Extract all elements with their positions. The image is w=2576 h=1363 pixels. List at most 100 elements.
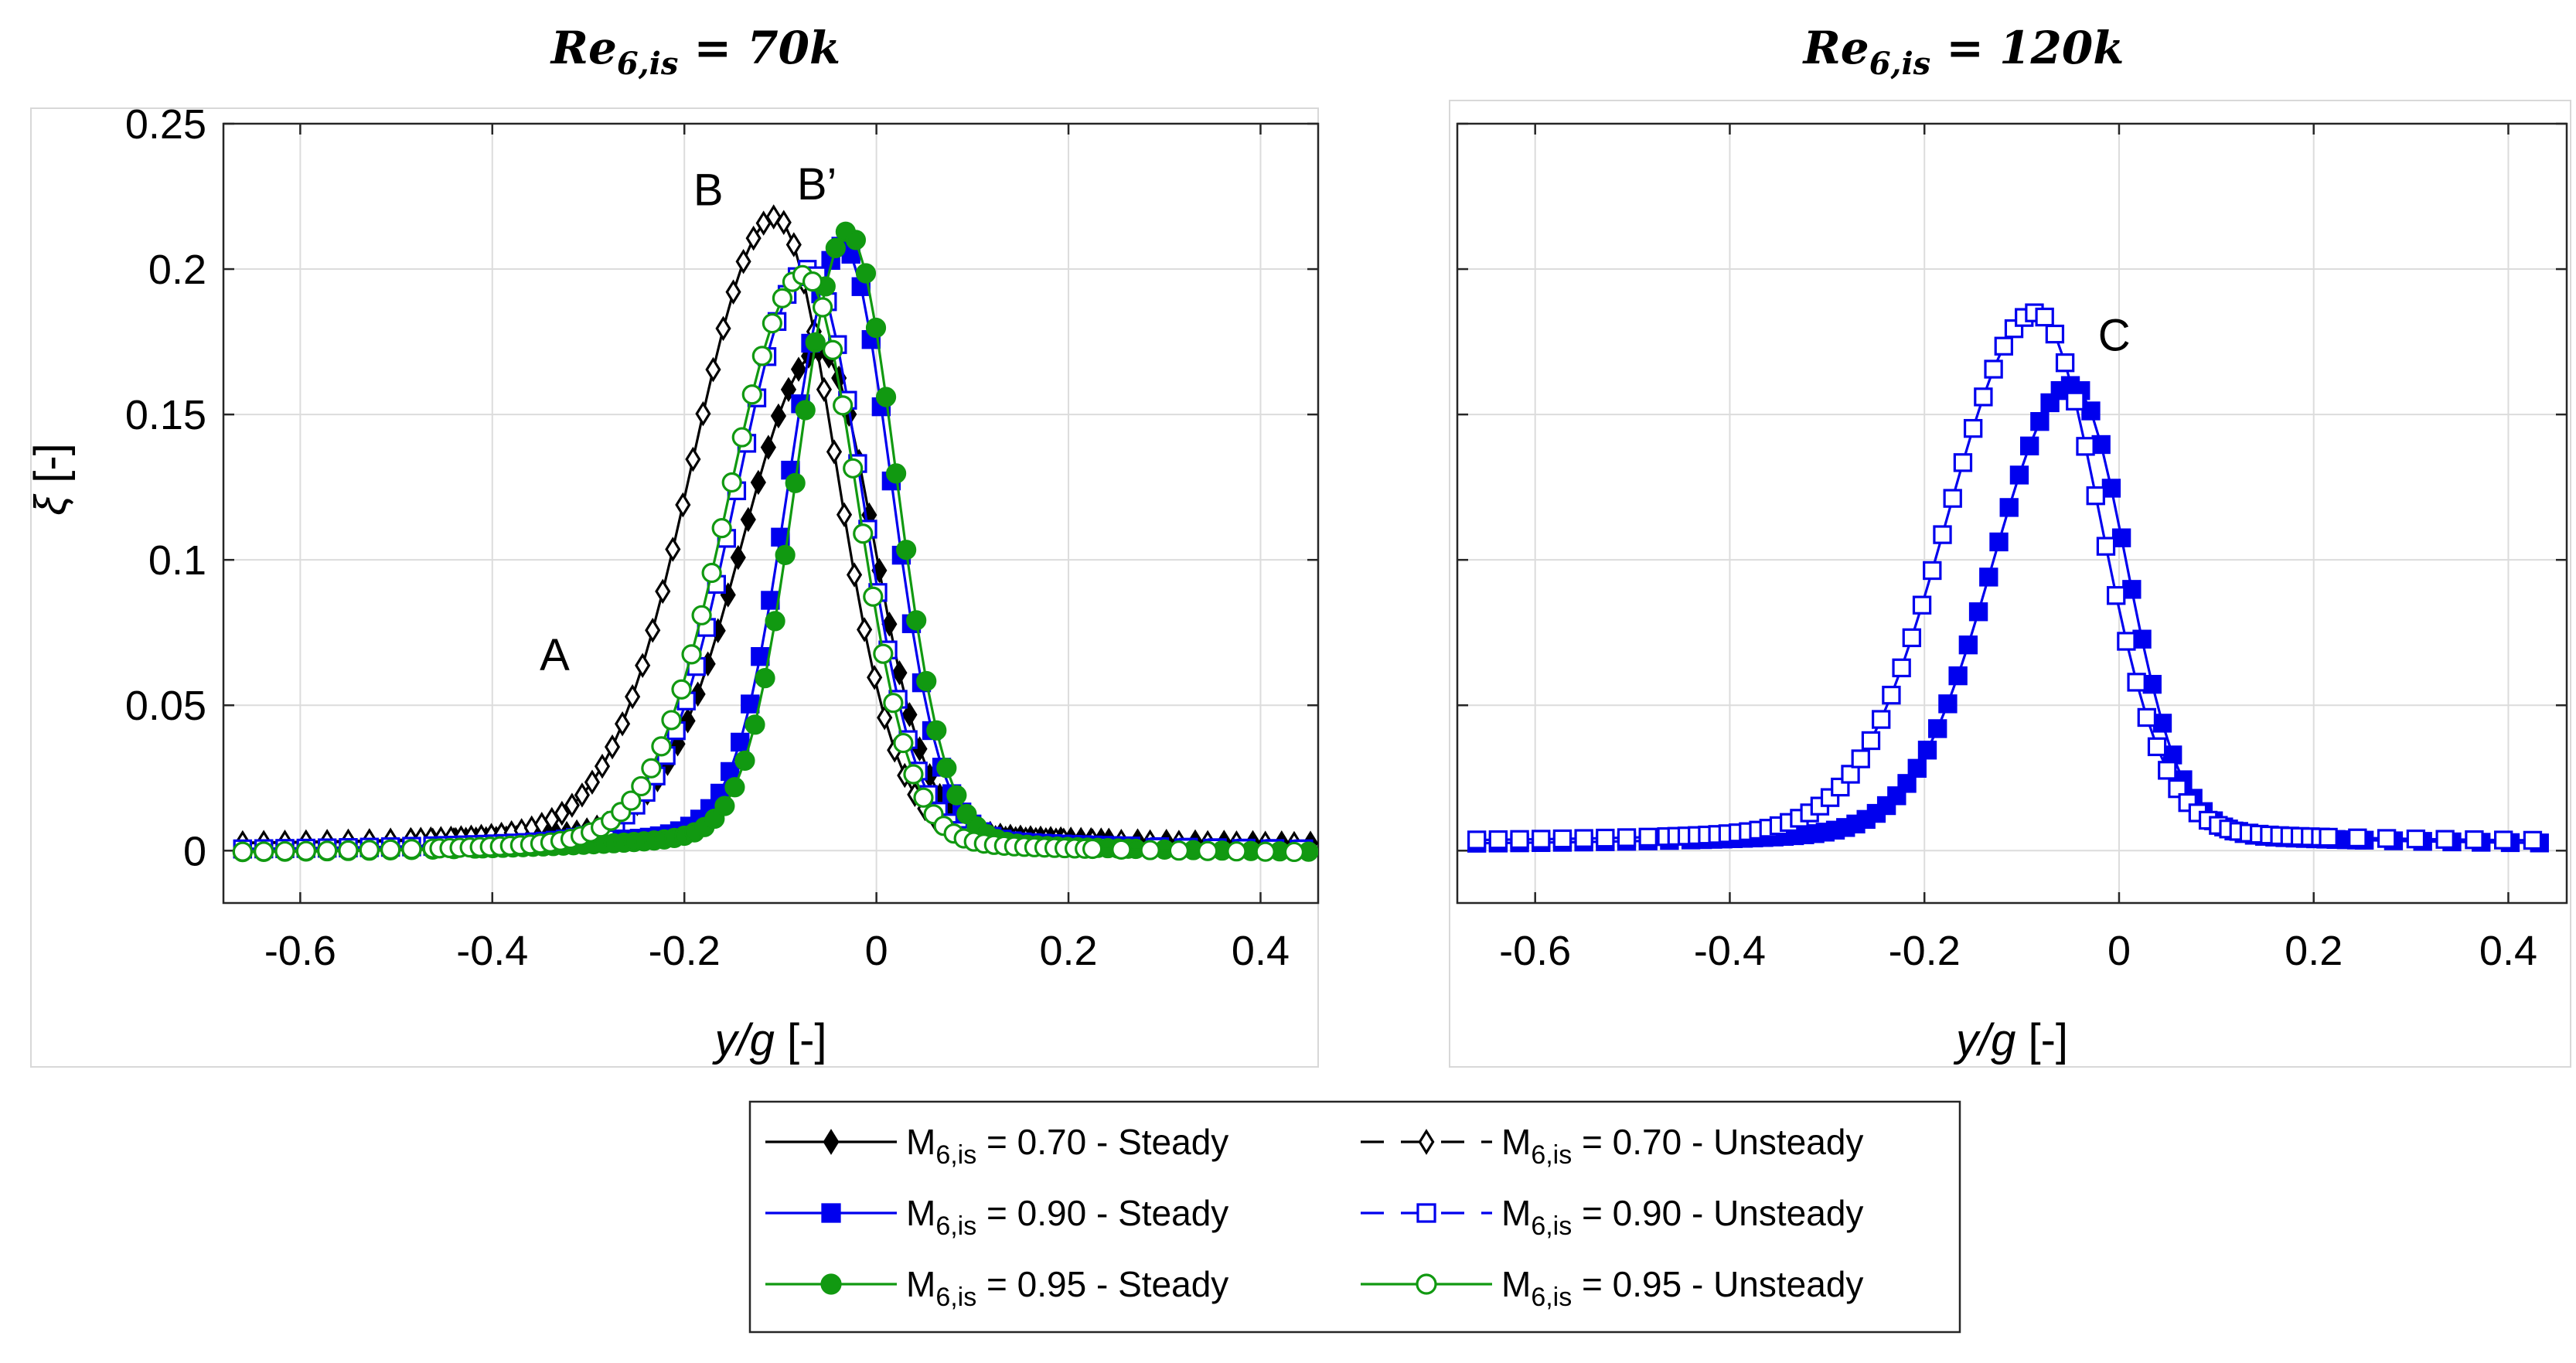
- data-point: [1902, 628, 1922, 648]
- x-tick-label: 0.4: [2479, 928, 2537, 974]
- data-point: [896, 540, 917, 561]
- y-axis-label: ξ [-]: [26, 443, 76, 516]
- series-circle-unsteady: [232, 264, 1305, 863]
- data-point: [845, 230, 867, 250]
- legend-label: M6,is = 0.90 - Steady: [906, 1193, 1228, 1241]
- data-point: [1168, 840, 1189, 861]
- data-point: [711, 518, 732, 539]
- data-point: [1958, 635, 1978, 655]
- data-point: [1617, 828, 1637, 847]
- data-point: [2132, 629, 2152, 649]
- data-point: [883, 693, 904, 714]
- legend-marker: [821, 1203, 841, 1223]
- data-point: [1984, 359, 2003, 379]
- legend-box: [748, 1100, 1961, 1334]
- annotation-B: B: [693, 165, 724, 215]
- data-point: [2122, 580, 2142, 599]
- series-line: [242, 215, 1294, 845]
- legend-marker: [1418, 1129, 1435, 1155]
- data-point: [691, 605, 712, 625]
- legend-label-sub: 6,is: [935, 1283, 976, 1312]
- data-point: [2081, 401, 2101, 421]
- data-point: [1532, 830, 1551, 849]
- y-tick-label: 0.15: [125, 392, 206, 438]
- data-point: [785, 472, 806, 493]
- data-point: [1938, 694, 1958, 714]
- data-point: [2493, 830, 2513, 850]
- data-point: [1510, 830, 1529, 850]
- data-point: [901, 702, 918, 728]
- panel-frame: [1449, 100, 2571, 1068]
- legend-label-pre: M: [906, 1193, 935, 1233]
- legend-label-pre: M: [906, 1264, 935, 1304]
- data-point: [615, 710, 631, 737]
- data-point: [1979, 567, 1998, 587]
- data-point: [825, 237, 846, 258]
- data-point: [1974, 387, 1993, 407]
- y-tick-label: 0: [183, 828, 206, 874]
- data-point: [1574, 829, 1593, 848]
- legend-item: M6,is = 0.90 - Steady: [765, 1193, 1228, 1241]
- data-point: [1488, 830, 1508, 850]
- data-point: [671, 679, 692, 700]
- data-point: [836, 502, 853, 528]
- data-point: [1882, 685, 1901, 705]
- x-tick-label: 0.2: [1040, 928, 1098, 974]
- data-point: [2168, 779, 2187, 799]
- series-square-steady: [1467, 376, 2549, 853]
- data-point: [761, 591, 780, 610]
- title-sub: 6,is: [617, 46, 678, 82]
- data-point: [232, 841, 253, 862]
- chart-panel-2: Re6,is = 120k -0.6 -0.4 -0.2 0 0.2 0.4 y/g [-] C: [1449, 22, 2571, 1068]
- data-point: [665, 537, 681, 562]
- data-point: [2147, 737, 2167, 757]
- legend-label-sub: 6,is: [935, 1140, 976, 1170]
- x-tick-label: 0: [865, 928, 888, 974]
- data-point: [751, 346, 772, 366]
- data-point: [625, 683, 641, 710]
- data-point: [1928, 719, 1947, 738]
- data-point: [1861, 731, 1881, 751]
- data-point: [946, 785, 967, 806]
- data-point: [401, 839, 422, 860]
- data-point: [1283, 841, 1305, 863]
- data-point: [843, 458, 864, 479]
- data-point: [1552, 829, 1573, 849]
- data-point: [680, 708, 696, 734]
- data-point: [775, 210, 792, 235]
- data-point: [1255, 841, 1276, 862]
- x-axis-label-var: y/g: [1953, 1015, 2015, 1065]
- legend-label: M6,is = 0.95 - Unsteady: [1501, 1264, 1863, 1312]
- data-point: [823, 339, 843, 360]
- data-point: [2158, 761, 2177, 780]
- data-point: [735, 248, 751, 274]
- data-point: [833, 395, 854, 416]
- data-point: [731, 732, 750, 752]
- data-point: [785, 232, 802, 257]
- data-point: [2152, 714, 2172, 733]
- data-point: [936, 758, 957, 779]
- legend: M6,is = 0.70 - Steady M6,is = 0.70 - Unst…: [748, 1100, 1961, 1334]
- data-point: [1912, 595, 1932, 615]
- data-point: [2076, 437, 2095, 456]
- y-tick-label: 0.05: [125, 683, 206, 729]
- data-point: [1140, 840, 1160, 860]
- title-rest: = 120k: [1930, 22, 2124, 74]
- data-point: [1923, 561, 1942, 581]
- data-point: [2035, 307, 2054, 327]
- x-axis-label-unit: [-]: [2015, 1015, 2068, 1065]
- legend-item: M6,is = 0.70 - Steady: [765, 1122, 1228, 1170]
- data-point: [863, 586, 884, 607]
- data-point: [891, 660, 908, 686]
- data-point: [865, 317, 887, 339]
- data-point: [1943, 489, 1962, 508]
- legend-label-sub: 6,is: [1531, 1140, 1572, 1170]
- legend-label-post: = 0.95 - Steady: [976, 1264, 1228, 1304]
- data-point: [359, 840, 380, 860]
- data-point: [725, 279, 741, 305]
- data-point: [772, 288, 793, 308]
- data-point: [635, 653, 651, 679]
- data-point: [805, 332, 826, 353]
- data-point: [721, 472, 742, 493]
